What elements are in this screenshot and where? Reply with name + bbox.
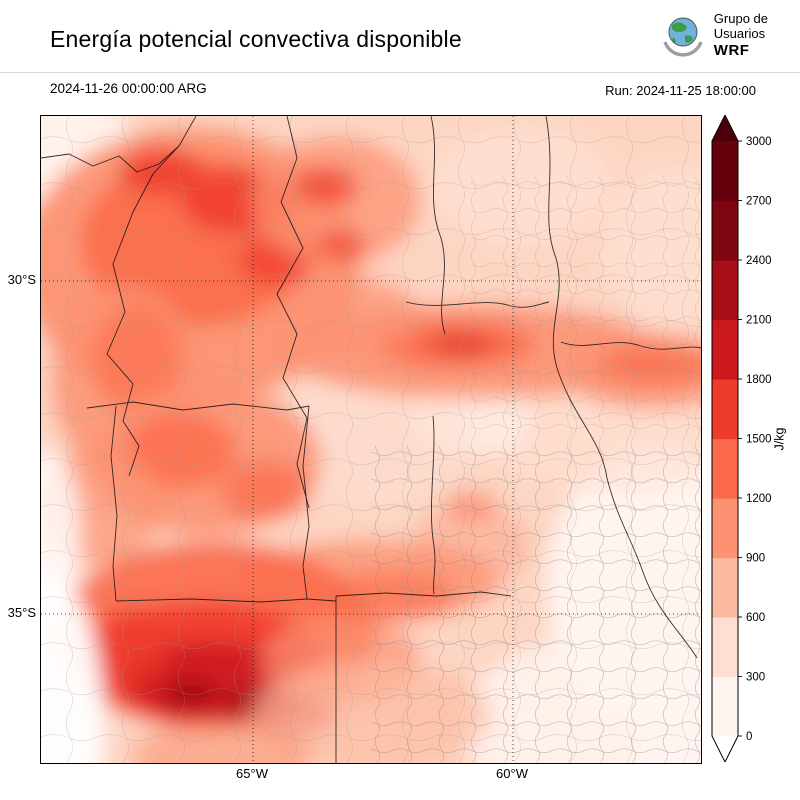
colorbar-segment (712, 557, 738, 618)
wrf-logo: Grupo de Usuarios WRF (660, 11, 768, 59)
colorbar-segment (712, 676, 738, 737)
colorbar-tick-label: 900 (746, 553, 765, 565)
lat-label-35s: 35°S (7, 605, 36, 620)
colorbar-tick-label: 2700 (746, 196, 772, 208)
header-divider (0, 72, 800, 73)
lon-label-65w: 65°W (236, 766, 268, 781)
map-panel (40, 115, 702, 764)
colorbar-segment (712, 260, 738, 321)
run-time-label: Run: 2024-11-25 18:00:00 (605, 83, 756, 98)
colorbar-tick-label: 300 (746, 672, 765, 684)
colorbar-segment (712, 141, 738, 202)
colorbar-tick-label: 1200 (746, 493, 772, 505)
colorbar-segment (712, 200, 738, 261)
colorbar-segment (712, 379, 738, 440)
colorbar-tick-label: 0 (746, 731, 752, 743)
colorbar-segment (712, 617, 738, 678)
cape-map (41, 116, 701, 763)
logo-line-2: Usuarios (713, 25, 766, 41)
colorbar-under-arrow (712, 736, 738, 762)
lon-label-60w: 60°W (496, 766, 528, 781)
province-borders (41, 116, 701, 763)
colorbar: 0 300 600 900 1200 1500 1800 2100 2400 2700 3000 (711, 115, 772, 762)
lat-label-30s: 30°S (7, 272, 36, 287)
colorbar-tick-label: 2400 (746, 255, 772, 267)
valid-time-label: 2024-11-26 00:00:00 ARG (50, 81, 207, 96)
colorbar-over-arrow (712, 115, 738, 141)
colorbar-tick-label: 600 (746, 612, 765, 624)
page-title: Energía potencial convectiva disponible (50, 26, 462, 52)
logo-line-1: Grupo de (713, 11, 768, 26)
colorbar-segment (712, 438, 738, 499)
colorbar-unit-label: J/kg (772, 427, 786, 450)
colorbar-tick-label: 1500 (746, 434, 772, 446)
colorbar-segment (712, 498, 738, 559)
department-borders-dense (371, 446, 701, 763)
colorbar-segment (712, 319, 738, 380)
department-borders-ne (471, 176, 701, 446)
globe-icon (663, 17, 703, 57)
colorbar-tick-label: 3000 (746, 136, 772, 148)
colorbar-tick-label: 2100 (746, 315, 772, 327)
logo-line-wrf: WRF (713, 41, 750, 59)
colorbar-tick-label: 1800 (746, 374, 772, 386)
